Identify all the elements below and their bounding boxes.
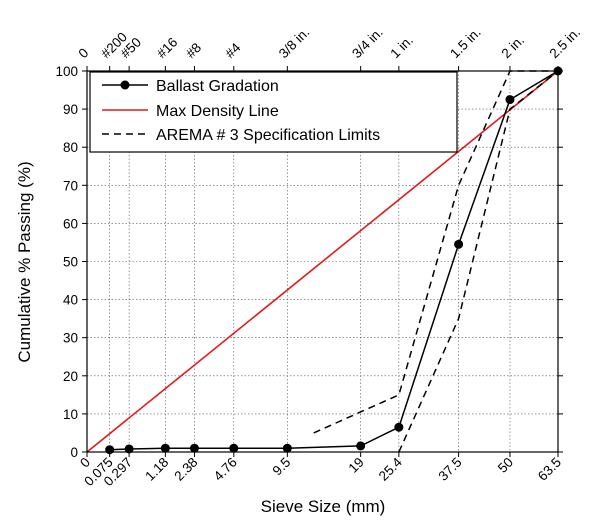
y-tick-label: 0	[70, 445, 78, 460]
top-tick-label: 0	[76, 45, 92, 61]
legend: Ballast Gradation Max Density Line AREMA #…	[89, 71, 458, 153]
y-tick-label: 10	[63, 407, 78, 422]
top-tick-label: #16	[154, 35, 181, 62]
y-axis-title: Cumulative % Passing (%)	[15, 161, 34, 362]
x-tick-label: 25.4	[376, 454, 406, 484]
ballast-data-point	[124, 444, 134, 454]
x-tick-label: 2.38	[171, 455, 200, 484]
ballast-data-point	[229, 443, 239, 453]
y-tick-label: 90	[63, 102, 78, 117]
top-tick-label: 2 in.	[498, 32, 527, 61]
x-tick-label: 1.18	[142, 455, 171, 484]
y-tick-label: 80	[63, 140, 78, 155]
x-tick-label: 4.76	[211, 455, 240, 484]
legend-label: AREMA # 3 Specification Limits	[156, 127, 380, 144]
ballast-data-point	[505, 95, 515, 105]
top-tick-label: 1.5 in.	[447, 25, 484, 62]
x-tick-label: 50	[495, 455, 516, 476]
y-tick-label: 40	[63, 293, 78, 308]
legend-marker	[120, 80, 130, 90]
x-tick-label: 37.5	[436, 455, 465, 484]
top-tick-label: #8	[183, 40, 204, 61]
top-tick-label: 3/8 in.	[276, 25, 313, 62]
x-axis-title: Sieve Size (mm)	[261, 497, 386, 516]
y-tick-label: 20	[63, 369, 78, 384]
x-tick-label: 9.5	[270, 455, 294, 479]
top-tick-label: 2.5 in.	[547, 25, 584, 62]
x-tick-label: 19	[346, 455, 367, 476]
legend-box	[89, 71, 458, 153]
ballast-data-point	[356, 441, 366, 451]
top-tick-label: 3/4 in.	[349, 25, 386, 62]
y-tick-label: 50	[63, 255, 78, 270]
ballast-data-point	[454, 239, 464, 249]
top-tick-label: #4	[222, 40, 244, 62]
ballast-data-point	[189, 443, 199, 453]
x-tick-label: 63.5	[535, 455, 564, 484]
series-line-spec-limit	[398, 70, 559, 453]
ballast-data-point	[160, 443, 170, 453]
legend-label: Max Density Line	[156, 103, 279, 120]
top-tick-label: 1 in.	[387, 32, 416, 61]
y-tick-label: 70	[63, 178, 78, 193]
series-line-max-density	[86, 70, 559, 453]
y-tick-label: 30	[63, 331, 78, 346]
ballast-data-point	[394, 422, 404, 432]
y-tick-label: 60	[63, 216, 78, 231]
legend-label: Ballast Gradation	[156, 78, 279, 95]
series-line-spec-limit	[313, 70, 558, 434]
y-tick-label: 100	[55, 64, 78, 79]
ballast-data-point	[282, 443, 292, 453]
